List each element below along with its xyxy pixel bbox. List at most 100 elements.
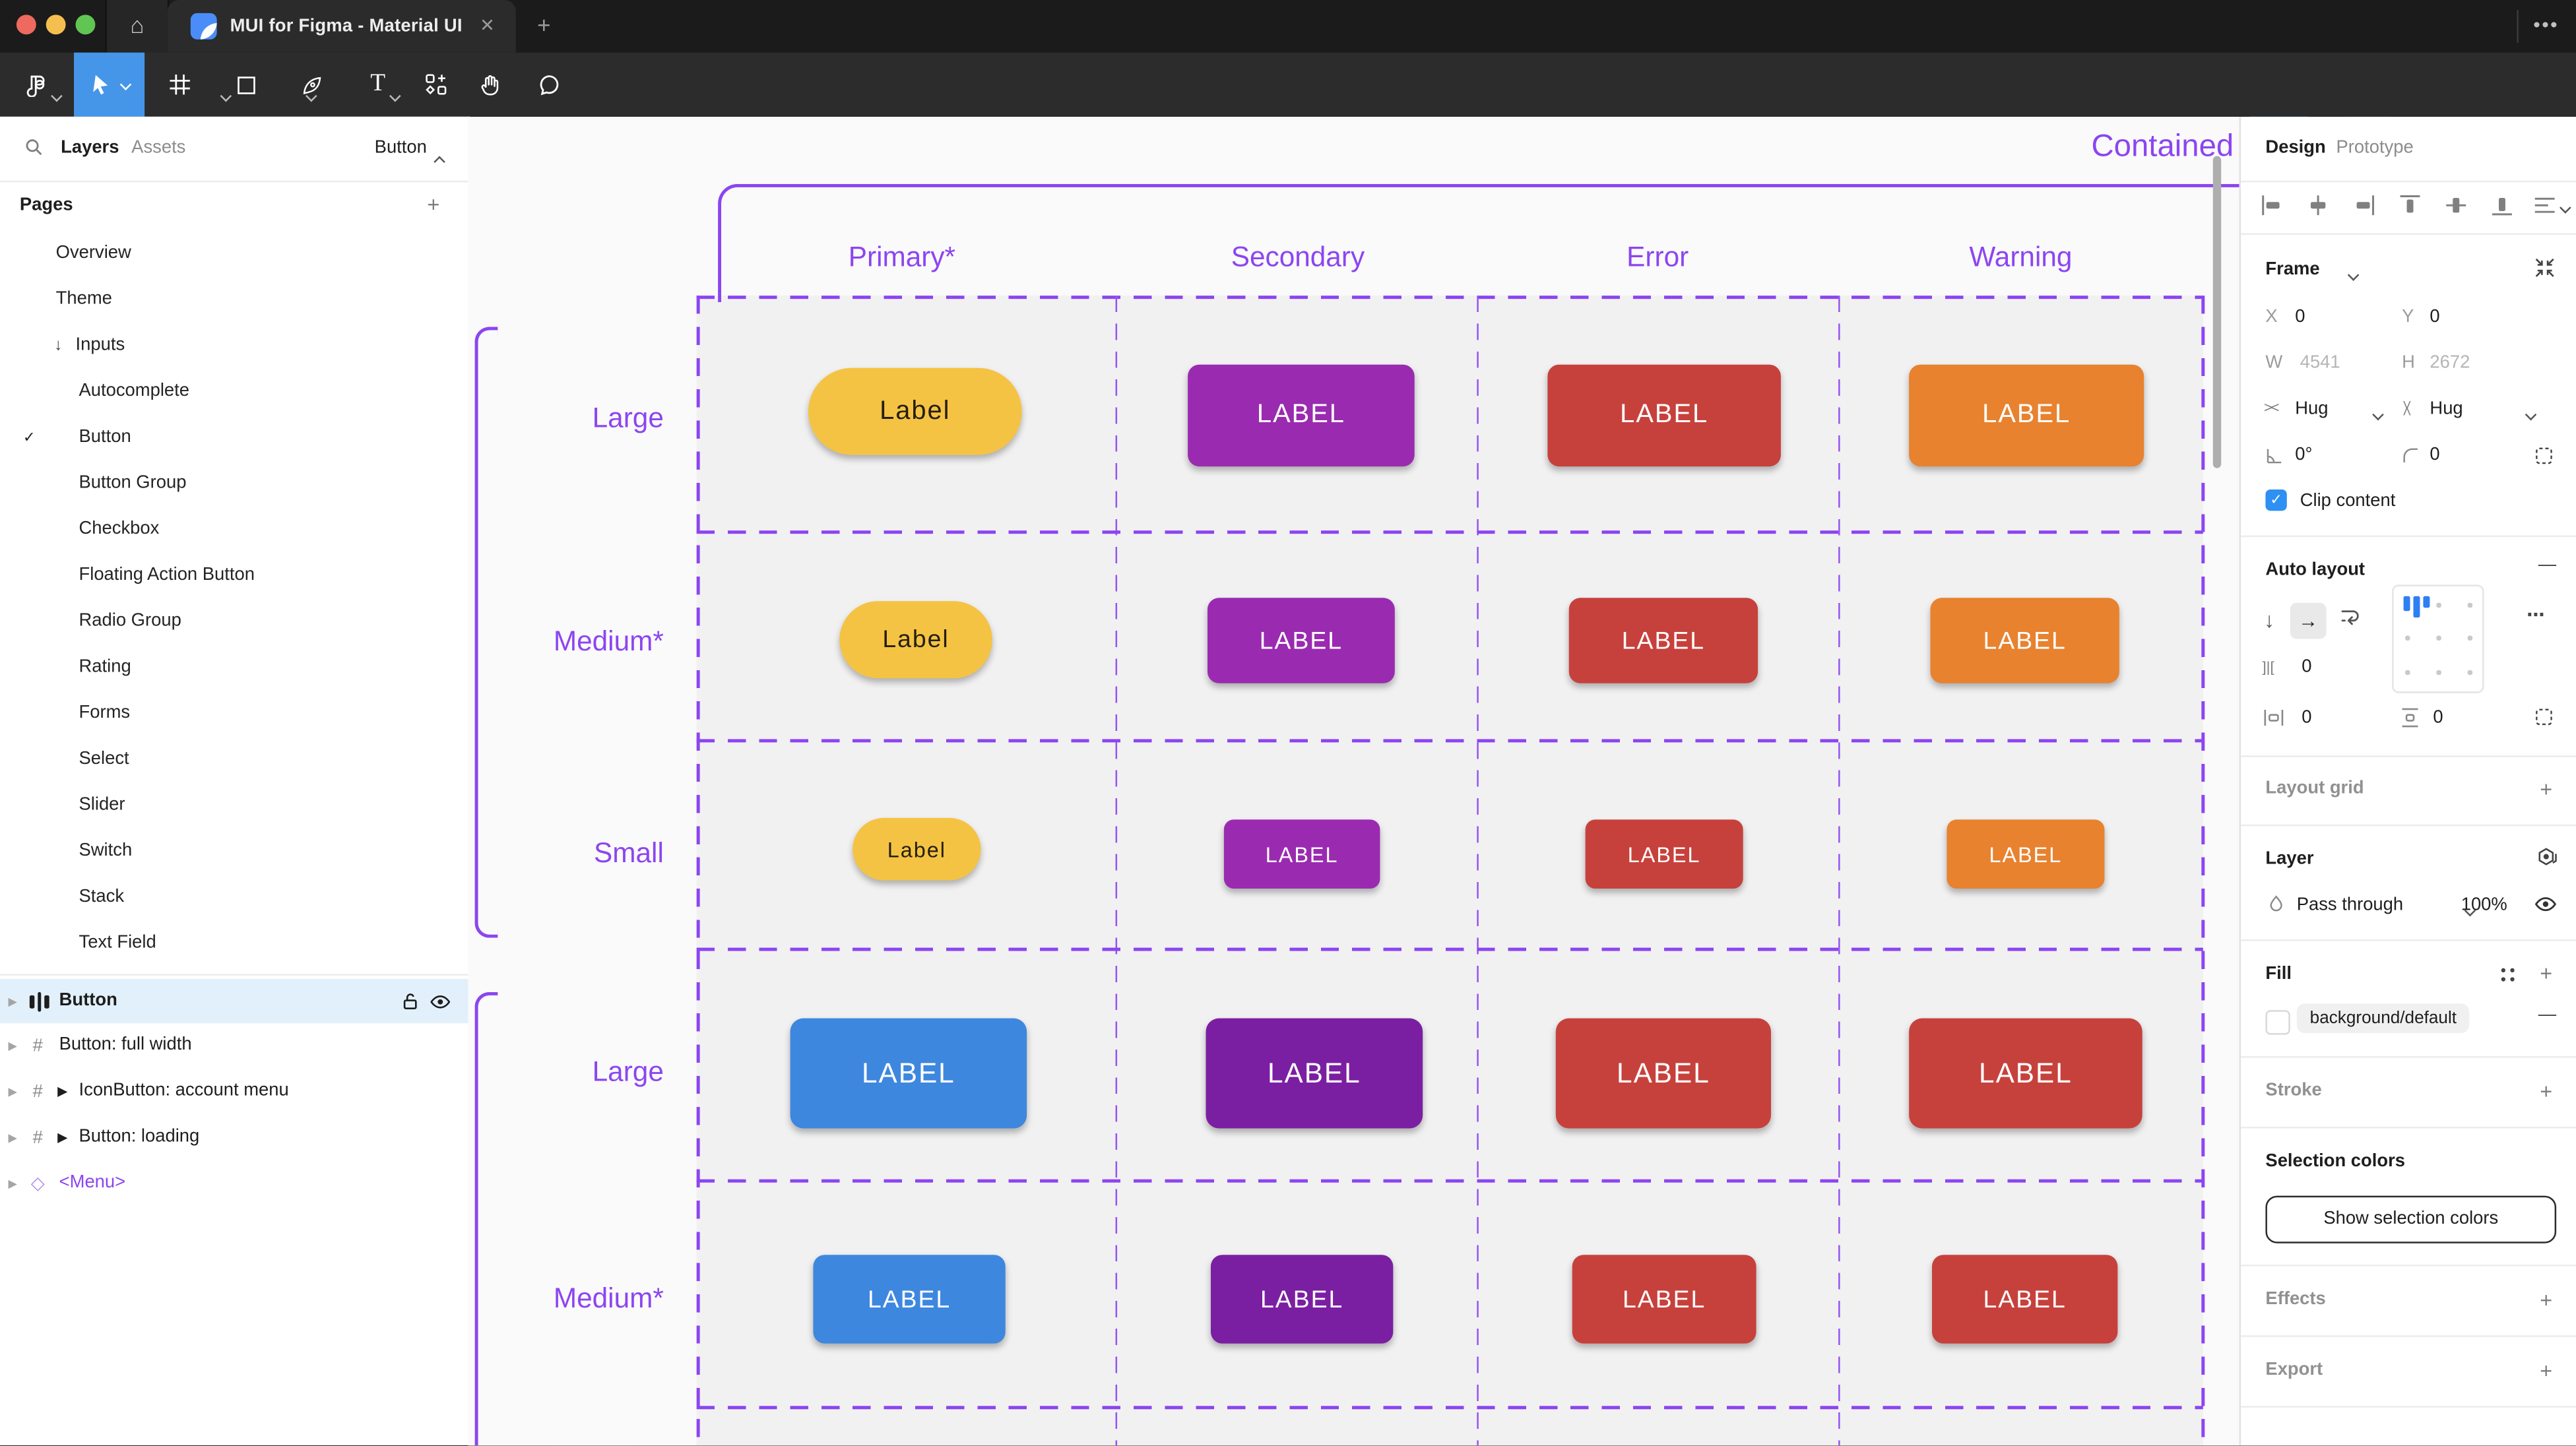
move-tool-chevron-icon[interactable] [119, 79, 131, 90]
titlebar-more-icon[interactable]: ••• [2533, 13, 2560, 36]
frame-tool-button[interactable] [158, 53, 201, 117]
align-vertical-center-icon[interactable] [2443, 192, 2469, 218]
y-value[interactable]: 0 [2430, 307, 2440, 327]
align-right-icon[interactable] [2351, 192, 2377, 218]
tab-assets[interactable]: Assets [131, 138, 186, 158]
corner-radius-value[interactable]: 0 [2430, 445, 2440, 465]
sidebar-page-item[interactable]: Floating Action Button [0, 552, 468, 598]
blend-mode-value[interactable]: Pass through [2296, 895, 2404, 915]
canvas-scrollbar[interactable] [2212, 156, 2222, 468]
distribute-icon[interactable] [2532, 192, 2558, 218]
home-button[interactable]: ⌂ [105, 0, 170, 53]
blend-mode-icon[interactable] [2535, 846, 2560, 870]
mui-button[interactable]: LABEL [1572, 1255, 1756, 1344]
maximize-window-button[interactable] [75, 15, 96, 35]
move-tool-button[interactable] [74, 52, 145, 117]
sidebar-page-item[interactable]: Rating [0, 644, 468, 690]
mui-button[interactable]: LABEL [1909, 1018, 2142, 1129]
opacity-value[interactable]: 100% [2461, 895, 2507, 915]
remove-fill-button[interactable]: — [2538, 1005, 2557, 1025]
add-stroke-button[interactable]: + [2540, 1079, 2553, 1104]
layer-row[interactable]: ▶ # ▶ Button: loading [0, 1116, 468, 1162]
direction-vertical-icon[interactable]: ↓ [2263, 608, 2275, 633]
mui-button[interactable]: LABEL [1547, 364, 1781, 467]
new-tab-button[interactable]: + [537, 11, 551, 38]
add-page-button[interactable]: + [427, 192, 440, 217]
shape-tool-button[interactable] [225, 53, 268, 117]
mui-button[interactable]: Label [808, 367, 1022, 455]
fill-style-chip[interactable]: background/default [2296, 1003, 2470, 1034]
mui-button[interactable]: LABEL [1210, 1255, 1394, 1344]
page-selector[interactable]: Button [374, 138, 427, 158]
add-layout-grid-button[interactable]: + [2540, 776, 2553, 802]
mui-button[interactable]: LABEL [1555, 1018, 1772, 1129]
export-section-title[interactable]: Export [2265, 1360, 2323, 1380]
mui-button[interactable]: LABEL [1930, 598, 2119, 683]
sidebar-page-item[interactable]: Text Field [0, 920, 468, 966]
distribute-chevron-icon[interactable] [2560, 202, 2571, 213]
add-fill-button[interactable]: + [2540, 960, 2553, 986]
layer-visibility-eye-icon[interactable] [2533, 892, 2558, 916]
tab-layers[interactable]: Layers [61, 138, 119, 158]
mui-button[interactable]: LABEL [1909, 364, 2144, 467]
collapse-panel-icon[interactable] [2533, 256, 2556, 279]
sidebar-page-item[interactable]: Select [0, 736, 468, 782]
sidebar-page-item[interactable]: Overview [0, 230, 468, 276]
comment-tool-button[interactable] [526, 53, 572, 117]
effects-section-title[interactable]: Effects [2265, 1289, 2326, 1309]
mui-button[interactable]: LABEL [1585, 819, 1743, 889]
align-top-icon[interactable] [2397, 192, 2424, 218]
hug-horizontal-value[interactable]: Hug [2295, 399, 2329, 419]
wrap-icon[interactable] [2338, 604, 2362, 629]
expand-chevron-icon[interactable]: ▶ [8, 1087, 17, 1099]
independent-padding-icon[interactable] [2533, 707, 2554, 728]
independent-corners-icon[interactable] [2533, 445, 2554, 466]
layer-row[interactable]: ▶ # Button: full width [0, 1023, 468, 1069]
sidebar-page-item[interactable]: Autocomplete [0, 368, 468, 414]
hand-tool-button[interactable] [468, 53, 513, 117]
mui-button[interactable]: LABEL [790, 1018, 1027, 1129]
add-effect-button[interactable]: + [2540, 1288, 2553, 1313]
remove-auto-layout-button[interactable]: — [2538, 555, 2557, 575]
layer-row[interactable]: ▶ # ▶ IconButton: account menu [0, 1069, 468, 1116]
file-tab[interactable]: MUI for Figma - Material UI ✕ [167, 0, 516, 53]
expand-chevron-icon[interactable]: ▶ [8, 997, 17, 1009]
close-window-button[interactable] [16, 15, 36, 35]
auto-layout-alignment-grid[interactable] [2392, 584, 2484, 693]
sidebar-page-item[interactable]: Checkbox [0, 506, 468, 552]
fill-styles-icon[interactable] [2499, 966, 2515, 982]
mui-button[interactable]: LABEL [1208, 598, 1395, 683]
sidebar-page-item[interactable]: Slider [0, 782, 468, 828]
mui-button[interactable]: LABEL [1947, 819, 2105, 889]
auto-layout-section-title[interactable]: Auto layout [2265, 560, 2366, 580]
align-bottom-icon[interactable] [2489, 192, 2515, 218]
mui-button[interactable]: LABEL [1223, 819, 1380, 889]
pen-tool-button[interactable] [291, 53, 334, 117]
w-value[interactable]: 4541 [2300, 353, 2340, 373]
show-selection-colors-button[interactable]: Show selection colors [2265, 1195, 2557, 1243]
clip-content-checkbox[interactable]: ✓ [2265, 489, 2287, 511]
expand-chevron-icon[interactable]: ▶ [8, 1179, 17, 1191]
main-menu-button[interactable] [13, 53, 56, 117]
sidebar-page-item[interactable]: Stack [0, 874, 468, 920]
frame-section-title[interactable]: Frame [2265, 259, 2320, 280]
align-horizontal-center-icon[interactable] [2305, 192, 2331, 218]
page-selector-chevron-icon[interactable] [434, 153, 445, 164]
mui-button[interactable]: Label [853, 817, 981, 881]
visibility-eye-icon[interactable] [429, 990, 452, 1013]
components-tool-button[interactable] [412, 53, 459, 117]
expand-chevron-icon[interactable]: ▶ [8, 1041, 17, 1053]
gap-value[interactable]: 0 [2302, 656, 2312, 677]
mui-button[interactable]: LABEL [1188, 364, 1415, 467]
sidebar-page-item[interactable]: Button Group [0, 460, 468, 506]
direction-horizontal-icon[interactable]: → [2290, 602, 2327, 639]
frame-chevron-icon[interactable] [2348, 269, 2359, 280]
padding-horizontal-value[interactable]: 0 [2302, 708, 2312, 728]
auto-layout-more-icon[interactable]: ⋯ [2527, 606, 2547, 626]
layer-row[interactable]: ▶ Button [0, 978, 468, 1024]
hug-v-chevron-icon[interactable] [2525, 409, 2536, 420]
sidebar-page-item[interactable]: ✓ Button [0, 414, 468, 460]
canvas[interactable]: Contained Primary* Secondary Error Warning … [468, 116, 2239, 1446]
hug-h-chevron-icon[interactable] [2373, 409, 2384, 420]
fill-color-swatch[interactable] [2265, 1010, 2290, 1035]
